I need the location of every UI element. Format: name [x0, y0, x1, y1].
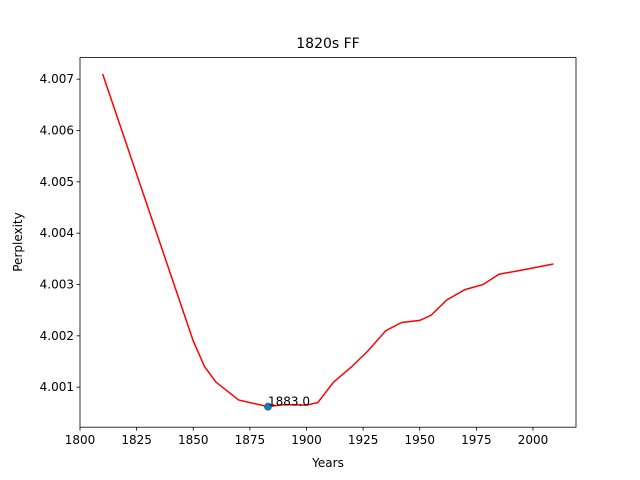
x-tick-label: 1950 [404, 433, 435, 447]
line-series [101, 73, 554, 408]
plot-frame [79, 57, 577, 428]
x-tick-label: 1800 [65, 433, 96, 447]
chart-title: 1820s FF [296, 36, 359, 52]
y-tick-label: 4.004 [40, 226, 74, 240]
y-tick-label: 4.002 [40, 329, 74, 343]
y-tick-label: 4.006 [40, 123, 74, 137]
y-tick-label: 4.003 [40, 277, 74, 291]
y-tick-label: 4.007 [40, 72, 74, 86]
annotation-point [263, 402, 272, 411]
x-tick-label: 2000 [518, 433, 549, 447]
x-tick-label: 1975 [461, 433, 492, 447]
y-tick-label: 4.001 [40, 380, 74, 394]
x-axis-label: Years [311, 456, 344, 470]
y-axis-label: Perplexity [11, 212, 25, 272]
x-tick-label: 1850 [178, 433, 209, 447]
y-tick-label: 4.005 [40, 175, 74, 189]
x-tick-label: 1900 [291, 433, 322, 447]
x-tick-label: 1825 [121, 433, 152, 447]
annotation-label: 1883.0 [268, 395, 310, 409]
x-tick-label: 1925 [348, 433, 379, 447]
x-tick-label: 1875 [235, 433, 266, 447]
